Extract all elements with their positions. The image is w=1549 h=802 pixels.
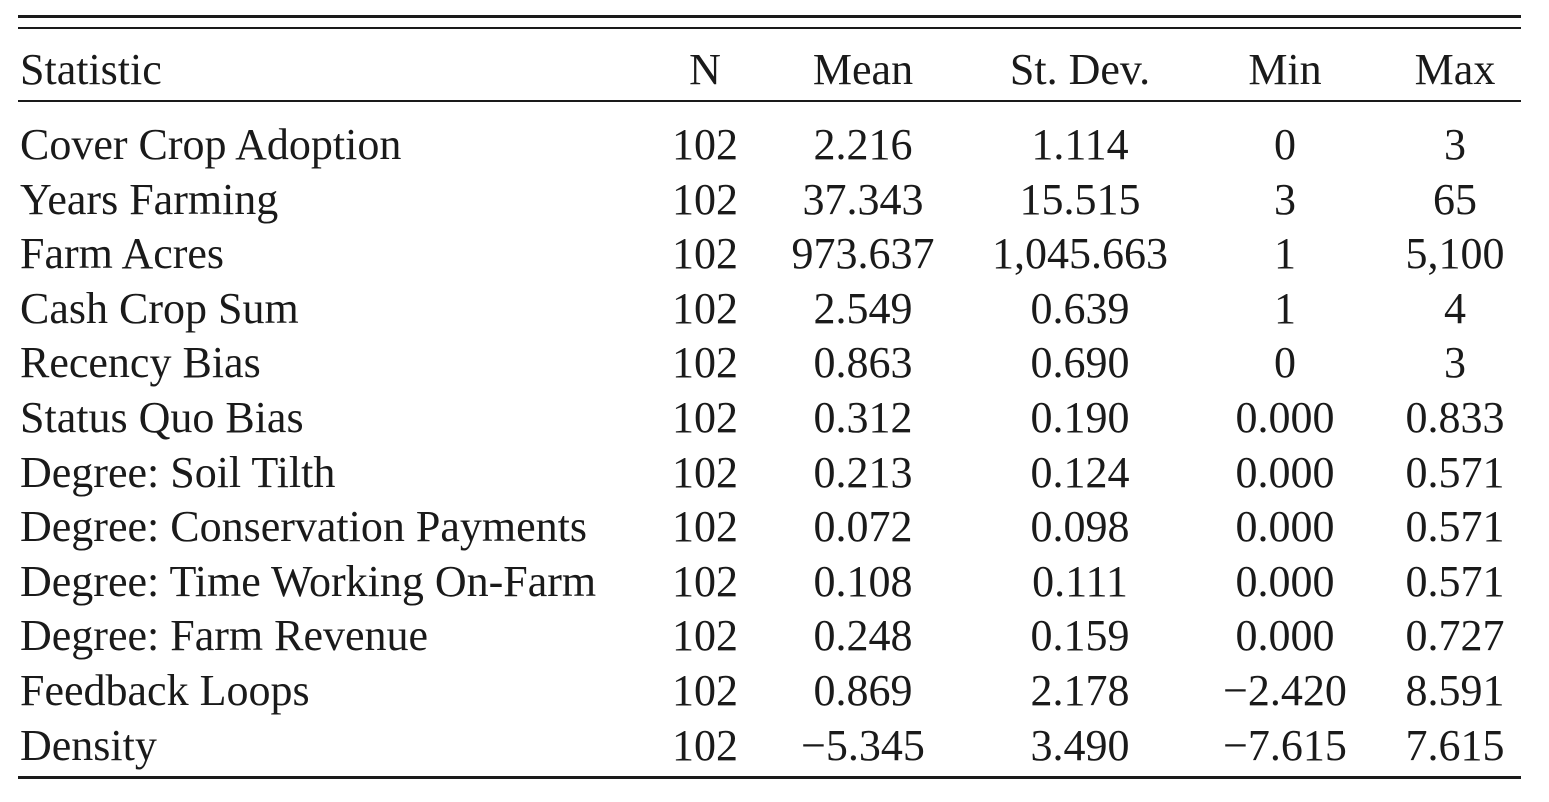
header-n: N — [689, 45, 721, 94]
n-cell: 102 — [672, 556, 738, 606]
min-cell: 0 — [1274, 120, 1296, 169]
statistic-cell: Years Farming — [20, 174, 279, 224]
mean-cell: 0.863 — [813, 338, 913, 388]
statistic-cell: Degree: Conservation Payments — [20, 502, 587, 552]
min-cell: 0.000 — [1235, 611, 1335, 661]
n-cell: 102 — [672, 338, 738, 388]
header-st-dev: St. Dev. — [1009, 45, 1151, 94]
min-cell: −7.615 — [1223, 720, 1347, 770]
max-cell: 3 — [1444, 338, 1466, 388]
statistic-cell: Degree: Time Working On-Farm — [20, 556, 597, 606]
min-cell: 0.000 — [1235, 447, 1335, 497]
n-cell: 102 — [672, 666, 738, 715]
mean-cell: 0.108 — [813, 556, 913, 606]
st-dev-cell: 0.111 — [1032, 556, 1128, 606]
max-cell: 0.727 — [1405, 611, 1505, 661]
mean-cell: 2.216 — [813, 120, 913, 169]
mean-cell: 0.213 — [813, 447, 913, 497]
max-cell: 7.615 — [1405, 720, 1505, 770]
st-dev-cell: 1.114 — [1031, 120, 1129, 169]
n-cell: 102 — [672, 393, 738, 442]
min-cell: 0.000 — [1235, 502, 1335, 552]
header-mean: Mean — [812, 45, 914, 94]
header-max: Max — [1414, 45, 1496, 94]
mean-cell: 0.312 — [813, 393, 913, 442]
n-cell: 102 — [672, 120, 738, 169]
min-cell: −2.420 — [1223, 666, 1347, 715]
max-cell: 65 — [1433, 174, 1477, 224]
st-dev-cell: 0.639 — [1030, 283, 1130, 333]
min-cell: 0.000 — [1235, 556, 1335, 606]
max-cell: 8.591 — [1405, 666, 1505, 715]
st-dev-cell: 0.098 — [1030, 502, 1130, 552]
n-cell: 102 — [672, 174, 738, 224]
n-cell: 102 — [672, 502, 738, 552]
st-dev-cell: 0.690 — [1030, 338, 1130, 388]
st-dev-cell: 3.490 — [1030, 720, 1130, 770]
table-top-rule-inner — [18, 27, 1521, 29]
mean-cell: 0.248 — [813, 611, 913, 661]
statistic-cell: Cash Crop Sum — [20, 283, 299, 333]
st-dev-cell: 0.159 — [1030, 611, 1130, 661]
mean-cell: 37.343 — [802, 174, 924, 224]
st-dev-cell: 1,045.663 — [992, 229, 1168, 279]
st-dev-cell: 0.190 — [1030, 393, 1130, 442]
min-cell: 3 — [1274, 174, 1296, 224]
statistic-cell: Cover Crop Adoption — [20, 120, 402, 169]
max-cell: 3 — [1444, 120, 1466, 169]
max-cell: 5,100 — [1405, 229, 1505, 279]
st-dev-cell: 15.515 — [1019, 174, 1141, 224]
n-cell: 102 — [672, 720, 738, 770]
max-cell: 0.571 — [1405, 502, 1505, 552]
n-cell: 102 — [672, 229, 738, 279]
mean-cell: 0.869 — [813, 666, 913, 715]
table-top-rule-outer — [18, 15, 1521, 18]
table-bottom-rule — [18, 776, 1521, 779]
statistic-cell: Density — [20, 720, 157, 770]
statistic-cell: Feedback Loops — [20, 666, 310, 715]
statistic-cell: Degree: Farm Revenue — [20, 611, 429, 661]
mean-cell: 0.072 — [813, 502, 913, 552]
mean-cell: 2.549 — [813, 283, 913, 333]
max-cell: 0.571 — [1405, 556, 1505, 606]
statistic-cell: Recency Bias — [20, 338, 261, 388]
table-header-rule — [18, 100, 1521, 102]
st-dev-cell: 0.124 — [1030, 447, 1130, 497]
statistic-cell: Farm Acres — [20, 229, 225, 279]
mean-cell: 973.637 — [791, 229, 935, 279]
max-cell: 0.571 — [1405, 447, 1505, 497]
n-cell: 102 — [672, 447, 738, 497]
min-cell: 0.000 — [1235, 393, 1335, 442]
header-min: Min — [1248, 45, 1322, 94]
mean-cell: −5.345 — [801, 720, 925, 770]
max-cell: 0.833 — [1405, 393, 1505, 442]
header-statistic: Statistic — [20, 45, 162, 94]
min-cell: 0 — [1274, 338, 1296, 388]
st-dev-cell: 2.178 — [1030, 666, 1130, 715]
n-cell: 102 — [672, 611, 738, 661]
statistic-cell: Status Quo Bias — [20, 393, 304, 442]
min-cell: 1 — [1274, 283, 1296, 333]
n-cell: 102 — [672, 283, 738, 333]
min-cell: 1 — [1274, 229, 1296, 279]
max-cell: 4 — [1444, 283, 1466, 333]
statistic-cell: Degree: Soil Tilth — [20, 447, 336, 497]
